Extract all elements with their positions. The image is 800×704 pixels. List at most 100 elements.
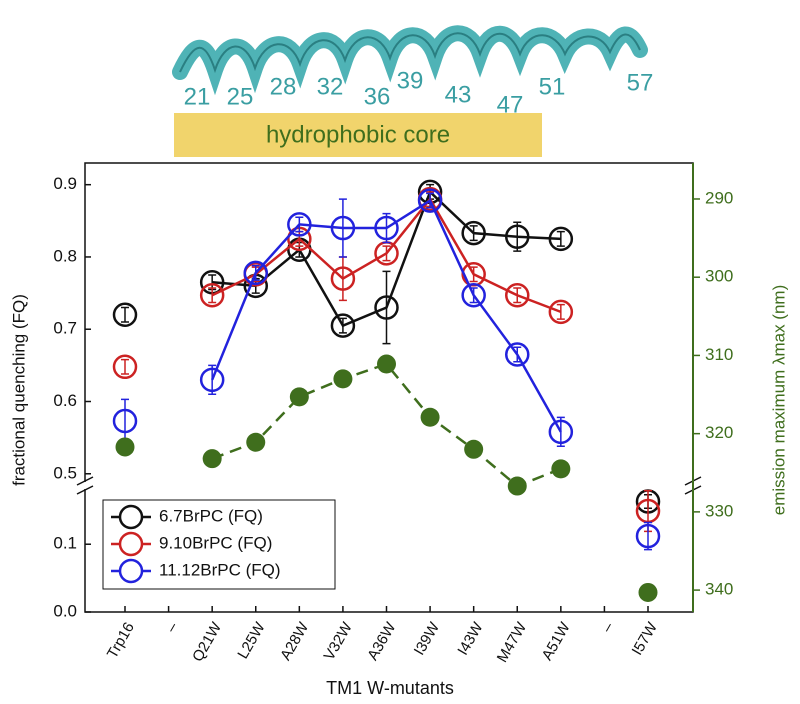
helix-label: 47 (497, 91, 524, 118)
x-tick-label: I39W (411, 619, 444, 659)
error-bar (208, 364, 217, 396)
marker (330, 266, 356, 291)
marker (417, 188, 443, 213)
y2-axis-label: emission maximum λmax (nm) (769, 285, 788, 515)
error-bar (382, 212, 391, 244)
error-bar (556, 303, 565, 320)
x-tick-label: A28W (277, 619, 313, 664)
marker (374, 215, 399, 241)
helix-label: 51 (539, 73, 566, 100)
marker (112, 408, 138, 434)
marker (464, 439, 484, 459)
x-tick-label: A51W (539, 619, 575, 664)
marker (330, 313, 356, 338)
marker (243, 260, 268, 286)
helix-label: 32 (317, 73, 344, 100)
y2-tick-label: 340 (705, 580, 733, 599)
error-bar (208, 287, 217, 304)
error-bar (469, 287, 478, 304)
helix-label: 21 (184, 83, 211, 110)
series-line (212, 199, 648, 511)
marker (461, 220, 486, 246)
x-tick-label: Q21W (189, 619, 225, 665)
x-tick-label: L25W (234, 619, 269, 662)
x-tick-label: – (163, 619, 182, 635)
x-tick-label: I57W (629, 619, 662, 659)
marker (202, 449, 222, 469)
marker (246, 432, 266, 452)
marker (505, 283, 530, 308)
error-bar (121, 306, 129, 323)
error-bar (338, 256, 347, 302)
error-bar (644, 521, 652, 551)
x-tick-label: I43W (454, 619, 487, 659)
x-tick-label: M47W (494, 619, 531, 666)
helix-label: 43 (445, 81, 472, 108)
legend-marker (118, 504, 144, 530)
marker (635, 523, 661, 549)
error-bar (121, 358, 129, 375)
helix-label: 28 (270, 73, 297, 100)
error-bar (513, 287, 522, 304)
helix-edge (179, 32, 641, 74)
marker (374, 295, 399, 320)
error-bar (469, 266, 478, 283)
error-bar (295, 216, 304, 233)
marker (330, 215, 356, 241)
x-tick-label: Trp16 (104, 619, 138, 661)
marker (115, 437, 135, 457)
marker (505, 342, 530, 367)
y-tick-label: 0.5 (53, 463, 77, 482)
y-tick-label: 0.0 (53, 601, 77, 620)
helix-label: 39 (397, 67, 424, 94)
marker (505, 224, 530, 249)
error-bar (556, 230, 565, 247)
y2-tick-label: 310 (705, 345, 733, 364)
legend-label: 11.12BrPC (FQ) (159, 560, 281, 579)
y-tick-label: 0.6 (53, 391, 77, 410)
y2-tick-label: 290 (705, 188, 733, 207)
marker (548, 419, 574, 445)
break-slash (76, 476, 94, 486)
error-bar (513, 221, 522, 252)
marker (507, 476, 527, 496)
error-bar (338, 317, 347, 334)
break-slash (76, 485, 94, 495)
error-bar (338, 198, 347, 258)
helix-ribbon (172, 25, 648, 96)
y2-tick-label: 320 (705, 423, 733, 442)
marker (420, 407, 440, 427)
error-bar (556, 416, 565, 448)
helix-label: 36 (364, 83, 391, 110)
helix (172, 25, 648, 96)
x-tick-label: V32W (321, 619, 357, 664)
x-axis-label: TM1 W-mutants (326, 678, 454, 698)
helix-label: 25 (227, 83, 254, 110)
core-label: hydrophobic core (266, 121, 450, 148)
y-tick-label: 0.9 (53, 174, 77, 193)
x-tick-label: A36W (364, 619, 400, 664)
series-line (212, 192, 648, 502)
legend-label: 6.7BrPC (FQ) (159, 506, 263, 525)
marker (548, 226, 574, 252)
legend-marker (118, 531, 144, 557)
helix-label: 57 (627, 69, 654, 96)
marker (548, 299, 574, 325)
marker (289, 387, 309, 407)
marker (638, 582, 658, 602)
error-bar (121, 398, 129, 444)
y2-tick-label: 330 (705, 501, 733, 520)
error-bar (382, 270, 391, 345)
y2-tick-label: 300 (705, 267, 733, 286)
legend-label: 9.10BrPC (FQ) (159, 533, 272, 552)
y-tick-label: 0.1 (53, 534, 77, 553)
marker (333, 369, 353, 389)
y-tick-label: 0.8 (53, 246, 77, 265)
x-tick-label: – (598, 619, 617, 635)
series-line (212, 201, 648, 537)
core-box (174, 113, 542, 157)
marker (112, 302, 138, 328)
legend-marker (118, 558, 144, 584)
y-tick-label: 0.7 (53, 319, 77, 338)
